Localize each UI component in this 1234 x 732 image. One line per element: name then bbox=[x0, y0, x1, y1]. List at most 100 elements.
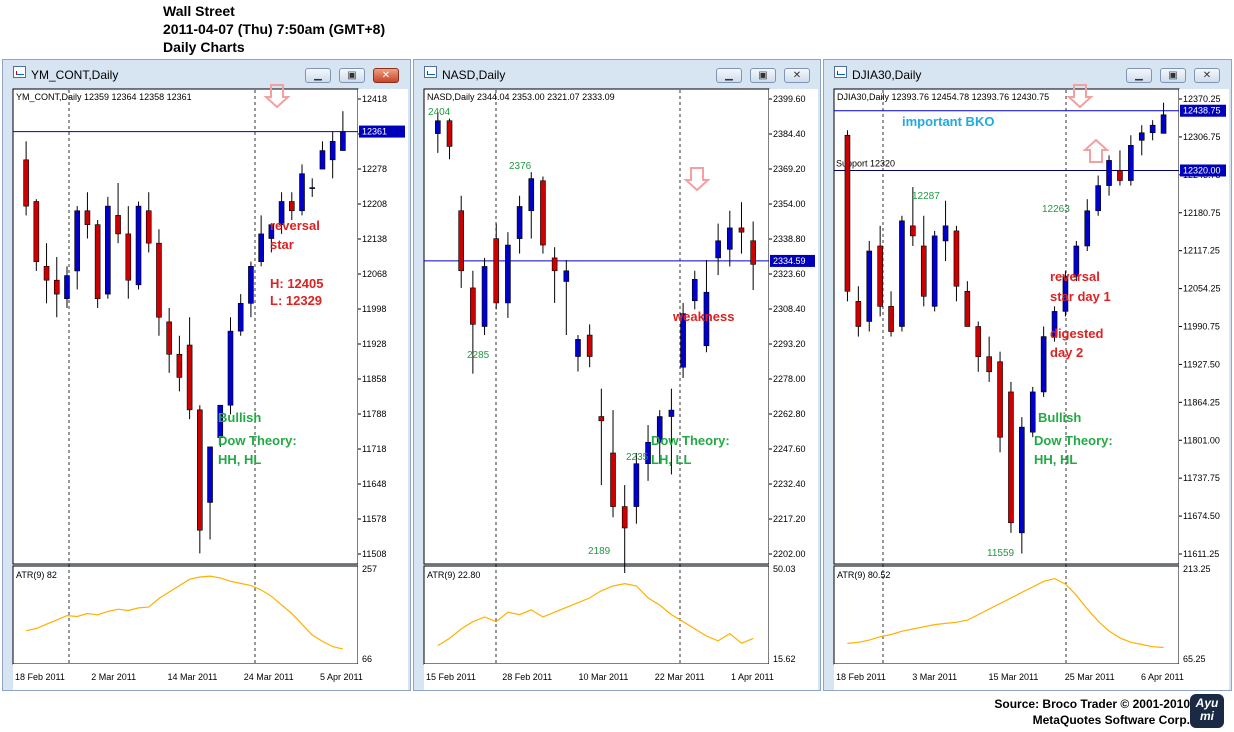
window-title: YM_CONT,Daily bbox=[31, 68, 119, 82]
candle-body bbox=[115, 215, 121, 235]
price-tick-label: 11508 bbox=[362, 549, 386, 559]
arrow-down-icon bbox=[683, 167, 711, 192]
candle-body bbox=[278, 201, 285, 225]
date-axis-area bbox=[13, 664, 408, 690]
price-tick-label: 2217.20 bbox=[773, 514, 806, 524]
price-tick-label: 12208 bbox=[362, 199, 387, 209]
price-axis-area bbox=[358, 89, 408, 664]
date-tick-label: 18 Feb 2011 bbox=[836, 672, 886, 682]
candle-body bbox=[23, 159, 29, 207]
price-pane bbox=[12, 88, 359, 565]
chart-canvas[interactable]: 2399.60 2384.40 2369.20 2354.00 2338.80 2323.… bbox=[414, 60, 822, 692]
candle-body bbox=[621, 506, 628, 529]
candle-body bbox=[586, 334, 593, 357]
price-tick-label: 2247.60 bbox=[773, 444, 806, 454]
candle-body bbox=[43, 266, 50, 281]
candle-body bbox=[94, 224, 101, 300]
chart-annotation: reversal bbox=[1050, 269, 1100, 284]
candle-body bbox=[248, 266, 254, 304]
candle-body bbox=[74, 210, 81, 272]
price-tick-label: 11578 bbox=[362, 514, 386, 524]
date-tick-label: 10 Mar 2011 bbox=[579, 672, 629, 682]
price-tick-label: 2384.40 bbox=[773, 129, 806, 139]
candle-body bbox=[493, 238, 500, 304]
candle-body bbox=[1095, 185, 1101, 212]
chart-annotation: star day 1 bbox=[1050, 289, 1111, 304]
maximize-button[interactable]: ▣ bbox=[339, 68, 365, 83]
chart-annotation: H: 12405 bbox=[270, 276, 323, 291]
chart-body: 1241812348122781220812138120681199811928… bbox=[12, 84, 408, 690]
page-header: Wall Street 2011-04-07 (Thu) 7:50am (GMT… bbox=[163, 2, 385, 56]
candle-body bbox=[1128, 145, 1134, 181]
window-titlebar[interactable]: DJIA30,Daily ▁ ▣ ✕ bbox=[824, 60, 1231, 86]
candle-body bbox=[997, 361, 1003, 438]
chart-annotation: Dow Theory: bbox=[1034, 433, 1113, 448]
atr-pane bbox=[833, 565, 1180, 665]
candle-body bbox=[64, 275, 70, 300]
atr-indicator-label: ATR(9) 80.52 bbox=[837, 570, 890, 580]
candle-body bbox=[329, 141, 336, 161]
date-tick-label: 14 Mar 2011 bbox=[168, 672, 218, 682]
candle-body bbox=[1008, 391, 1014, 524]
minimize-button[interactable]: ▁ bbox=[1126, 68, 1152, 83]
minimize-button[interactable]: ▁ bbox=[305, 68, 331, 83]
candle-body bbox=[1084, 210, 1091, 247]
price-badge-label: 12438.75 bbox=[1183, 106, 1221, 116]
candle-body bbox=[166, 321, 172, 355]
date-tick-label: 5 Apr 2011 bbox=[320, 672, 363, 682]
close-button[interactable]: ✕ bbox=[1194, 68, 1220, 83]
chart-annotation: Dow Theory: bbox=[218, 433, 297, 448]
candle-body bbox=[458, 210, 464, 272]
candle-body bbox=[668, 409, 675, 417]
candle-body bbox=[340, 131, 346, 151]
price-point-label: 2235 bbox=[626, 452, 649, 463]
candle-body bbox=[207, 446, 213, 503]
atr-indicator-label: ATR(9) 22.80 bbox=[427, 570, 480, 580]
close-button[interactable]: ✕ bbox=[373, 68, 399, 83]
maximize-button[interactable]: ▣ bbox=[750, 68, 776, 83]
chart-window-nasd[interactable]: NASD,Daily ▁ ▣ ✕ 2399.60 2384.40 2369.20 23… bbox=[413, 59, 821, 691]
price-tick-label: 12117.25 bbox=[1183, 246, 1220, 256]
candle-body bbox=[470, 287, 476, 325]
candle-body bbox=[481, 266, 488, 327]
candle-body bbox=[145, 210, 152, 244]
chart-annotation: LH, LL bbox=[651, 452, 691, 467]
candle-body bbox=[738, 227, 745, 233]
price-tick-label: 11801.00 bbox=[1183, 435, 1220, 445]
candle-body bbox=[1029, 391, 1036, 433]
candle-body bbox=[135, 205, 142, 286]
price-tick-label: 12068 bbox=[362, 269, 387, 279]
chart-window-djia[interactable]: DJIA30,Daily ▁ ▣ ✕ 12370.2512306.7512243… bbox=[823, 59, 1232, 691]
header-title: Wall Street bbox=[163, 3, 235, 19]
date-axis-area bbox=[834, 664, 1229, 690]
chart-annotation: HH, HL bbox=[1034, 452, 1077, 467]
price-tick-label: 12138 bbox=[362, 234, 387, 244]
price-point-label: 2285 bbox=[467, 350, 490, 361]
chart-canvas[interactable]: 12370.2512306.7512243.7512180.7512117.25… bbox=[824, 60, 1233, 692]
price-point-label: 12263 bbox=[1042, 204, 1070, 215]
chart-canvas[interactable]: 1241812348122781220812138120681199811928… bbox=[3, 60, 412, 692]
candle-body bbox=[986, 356, 992, 373]
candle-body bbox=[715, 240, 721, 259]
minimize-button[interactable]: ▁ bbox=[716, 68, 742, 83]
window-titlebar[interactable]: YM_CONT,Daily ▁ ▣ ✕ bbox=[3, 60, 410, 86]
close-button[interactable]: ✕ bbox=[784, 68, 810, 83]
arrow-down-icon bbox=[263, 84, 291, 109]
chart-annotation: HH, HL bbox=[218, 452, 261, 467]
candle-body bbox=[575, 339, 581, 357]
price-tick-label: 2369.20 bbox=[773, 164, 806, 174]
arrow-down-icon bbox=[1066, 84, 1094, 109]
atr-tick-label: 213.25 bbox=[1183, 564, 1211, 574]
support-badge bbox=[1180, 164, 1226, 177]
window-titlebar[interactable]: NASD,Daily ▁ ▣ ✕ bbox=[414, 60, 820, 86]
candle-body bbox=[750, 240, 756, 265]
price-tick-label: 11864.25 bbox=[1183, 397, 1220, 407]
atr-tick-label: 50.03 bbox=[773, 564, 796, 574]
date-tick-label: 6 Apr 2011 bbox=[1141, 672, 1184, 682]
price-tick-label: 2293.20 bbox=[773, 339, 806, 349]
chart-window-ym[interactable]: YM_CONT,Daily ▁ ▣ ✕ 12418123481227812208… bbox=[2, 59, 411, 691]
price-tick-label: 11648 bbox=[362, 479, 386, 489]
price-tick-label: 2262.80 bbox=[773, 409, 806, 419]
candle-body bbox=[505, 244, 511, 304]
maximize-button[interactable]: ▣ bbox=[1160, 68, 1186, 83]
